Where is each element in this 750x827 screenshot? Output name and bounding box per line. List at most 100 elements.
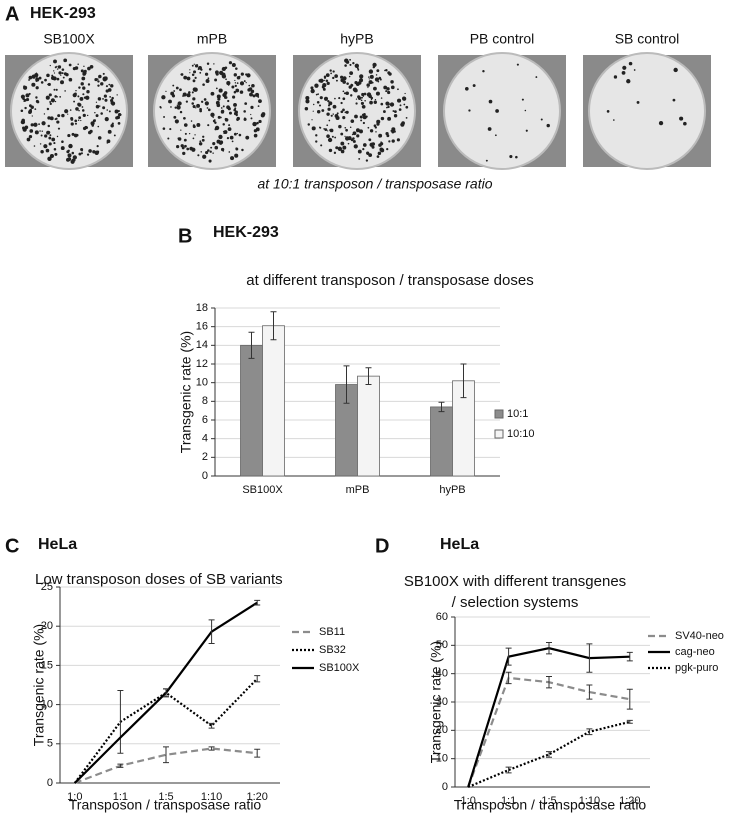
colony	[80, 97, 83, 100]
colony	[253, 129, 258, 133]
colony	[51, 75, 55, 80]
colony	[330, 72, 332, 75]
colony	[167, 137, 170, 140]
y-tick-label: 50	[436, 639, 448, 651]
colony	[214, 121, 217, 125]
colony	[198, 65, 202, 70]
colony	[72, 155, 77, 160]
colony	[361, 96, 363, 99]
y-tick-label: 20	[41, 620, 53, 632]
colony	[405, 105, 409, 109]
colony	[230, 156, 235, 161]
colony	[335, 146, 339, 150]
colony	[78, 152, 82, 156]
colony	[524, 109, 527, 112]
colony	[55, 88, 58, 91]
panel-letter: D	[375, 535, 389, 557]
colony	[86, 114, 89, 117]
colony	[345, 110, 349, 114]
colony	[342, 97, 346, 101]
x-tick-label: hyPB	[439, 484, 465, 496]
colony	[106, 139, 111, 144]
colony	[328, 148, 333, 153]
colony	[35, 75, 38, 78]
colony	[359, 78, 364, 83]
colony	[86, 90, 90, 94]
colony	[347, 136, 352, 141]
colony	[205, 150, 209, 155]
colony	[390, 80, 394, 84]
colony	[316, 109, 321, 114]
colony	[186, 76, 191, 81]
colony	[322, 87, 326, 91]
colony	[67, 133, 71, 138]
plate	[153, 52, 271, 170]
colony	[323, 128, 325, 130]
error-bar	[208, 722, 215, 729]
colony	[23, 100, 26, 103]
colony	[183, 123, 188, 127]
colony	[99, 74, 102, 77]
colony	[482, 70, 485, 73]
colony	[24, 125, 29, 130]
colony	[100, 112, 103, 115]
colony	[327, 104, 331, 107]
colony	[64, 90, 66, 92]
colony	[362, 121, 365, 125]
colony	[202, 135, 205, 138]
colony	[63, 72, 68, 76]
legend-label: pgk-puro	[675, 662, 718, 674]
colony	[383, 85, 388, 90]
colony	[673, 67, 678, 73]
colony	[232, 95, 236, 99]
colony	[82, 113, 86, 117]
colony	[351, 133, 354, 136]
colony	[360, 99, 363, 102]
colony	[345, 91, 349, 96]
colony	[388, 140, 391, 143]
colony	[387, 90, 391, 95]
colony	[257, 105, 260, 107]
x-tick-label: 1:20	[619, 795, 640, 807]
error-bar	[546, 642, 552, 655]
colony	[177, 87, 179, 89]
colony	[51, 137, 56, 142]
colony	[546, 123, 550, 128]
colony	[170, 106, 172, 108]
colony	[207, 124, 210, 127]
colony	[380, 97, 383, 99]
colony	[376, 69, 380, 73]
colony	[196, 103, 201, 108]
colony	[110, 99, 114, 103]
colony	[51, 74, 54, 77]
colony	[378, 143, 382, 147]
colony	[94, 119, 96, 121]
colony	[194, 64, 199, 68]
error-bar	[208, 619, 215, 644]
colony	[369, 129, 374, 133]
colony	[53, 70, 55, 72]
colony	[85, 126, 89, 129]
colony	[75, 107, 79, 111]
colony	[679, 116, 684, 121]
colony	[344, 135, 346, 137]
colony	[488, 99, 493, 104]
y-tick-label: 12	[196, 358, 208, 370]
colony	[97, 136, 102, 140]
colony	[180, 129, 182, 131]
colony	[380, 116, 385, 121]
colony	[108, 83, 111, 86]
colony	[334, 114, 339, 118]
error-bar	[505, 647, 512, 666]
colony	[194, 134, 196, 136]
error-bar	[626, 651, 633, 662]
colony	[402, 96, 406, 101]
colony	[231, 63, 236, 68]
colony	[64, 109, 69, 114]
colony	[60, 80, 64, 85]
colony	[364, 99, 366, 102]
colony	[371, 142, 376, 146]
colony	[25, 93, 30, 98]
y-tick-label: 18	[196, 302, 208, 314]
colony	[53, 88, 56, 91]
